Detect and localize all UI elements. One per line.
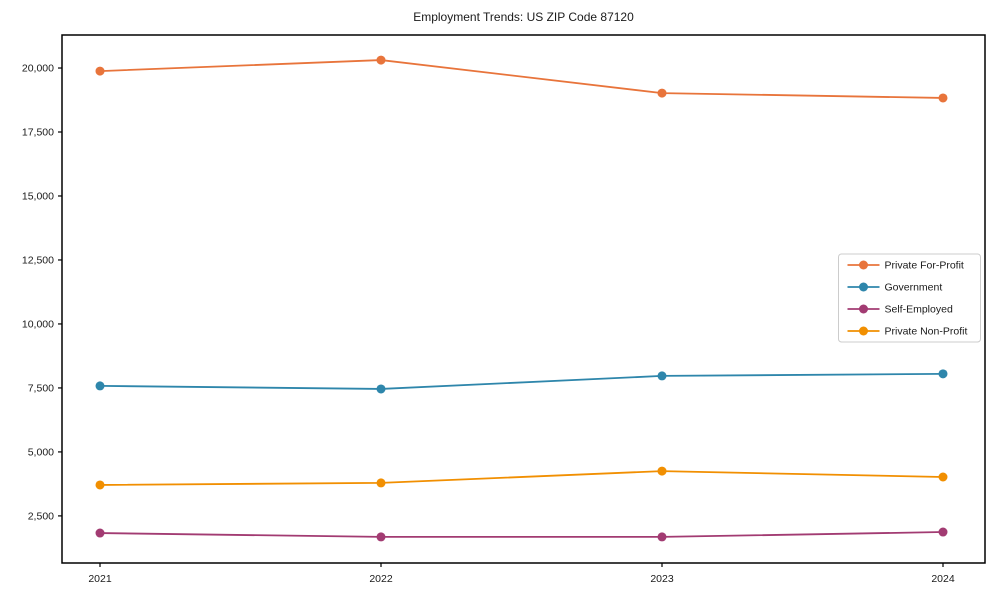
x-tick-label: 2023 [650, 573, 674, 585]
legend-marker-government [859, 282, 868, 292]
y-tick-label: 5,000 [28, 446, 54, 458]
legend-marker-self-employed [859, 304, 868, 314]
y-tick-label: 12,500 [22, 254, 54, 266]
legend-marker-private-non-profit [859, 326, 868, 336]
y-tick-label: 17,500 [22, 127, 54, 139]
y-tick-label: 20,000 [22, 63, 54, 75]
y-tick-label: 10,000 [22, 318, 54, 330]
data-point-government-2022 [376, 384, 386, 394]
legend-label-self-employed: Self-Employed [885, 304, 953, 316]
x-tick-label: 2024 [931, 573, 955, 585]
data-point-government-2024 [938, 369, 948, 379]
series-line-self-employed [99, 531, 944, 538]
series-line-private-non-profit [99, 470, 944, 486]
data-point-self-employed-2024 [938, 527, 948, 537]
x-tick-label: 2021 [88, 573, 112, 585]
legend-label-private-for-profit: Private For-Profit [885, 260, 964, 272]
legend-label-private-non-profit: Private Non-Profit [885, 326, 968, 338]
data-point-private-non-profit-2021 [95, 480, 105, 490]
legend-marker-private-for-profit [859, 260, 868, 270]
legend-box [838, 253, 981, 343]
y-tick-label: 2,500 [28, 510, 54, 522]
data-point-private-non-profit-2023 [657, 466, 667, 476]
plot-border [61, 34, 986, 564]
y-tick-label: 15,000 [22, 190, 54, 202]
x-tick-label: 2022 [369, 573, 393, 585]
data-point-private-for-profit-2022 [376, 55, 386, 65]
series-line-government [99, 372, 944, 390]
series-line-private-for-profit [99, 59, 944, 99]
data-point-private-for-profit-2023 [657, 88, 667, 98]
data-point-private-for-profit-2021 [95, 66, 105, 76]
chart-title: Employment Trends: US ZIP Code 87120 [413, 10, 634, 24]
data-point-government-2021 [95, 381, 105, 391]
data-point-government-2023 [657, 371, 667, 381]
data-point-private-non-profit-2024 [938, 472, 948, 482]
y-tick-label: 7,500 [28, 382, 54, 394]
legend-label-government: Government [885, 282, 943, 294]
data-point-self-employed-2022 [376, 532, 386, 542]
data-point-private-non-profit-2022 [376, 478, 386, 488]
data-point-self-employed-2023 [657, 532, 667, 542]
data-point-self-employed-2021 [95, 528, 105, 538]
data-point-private-for-profit-2024 [938, 93, 948, 103]
